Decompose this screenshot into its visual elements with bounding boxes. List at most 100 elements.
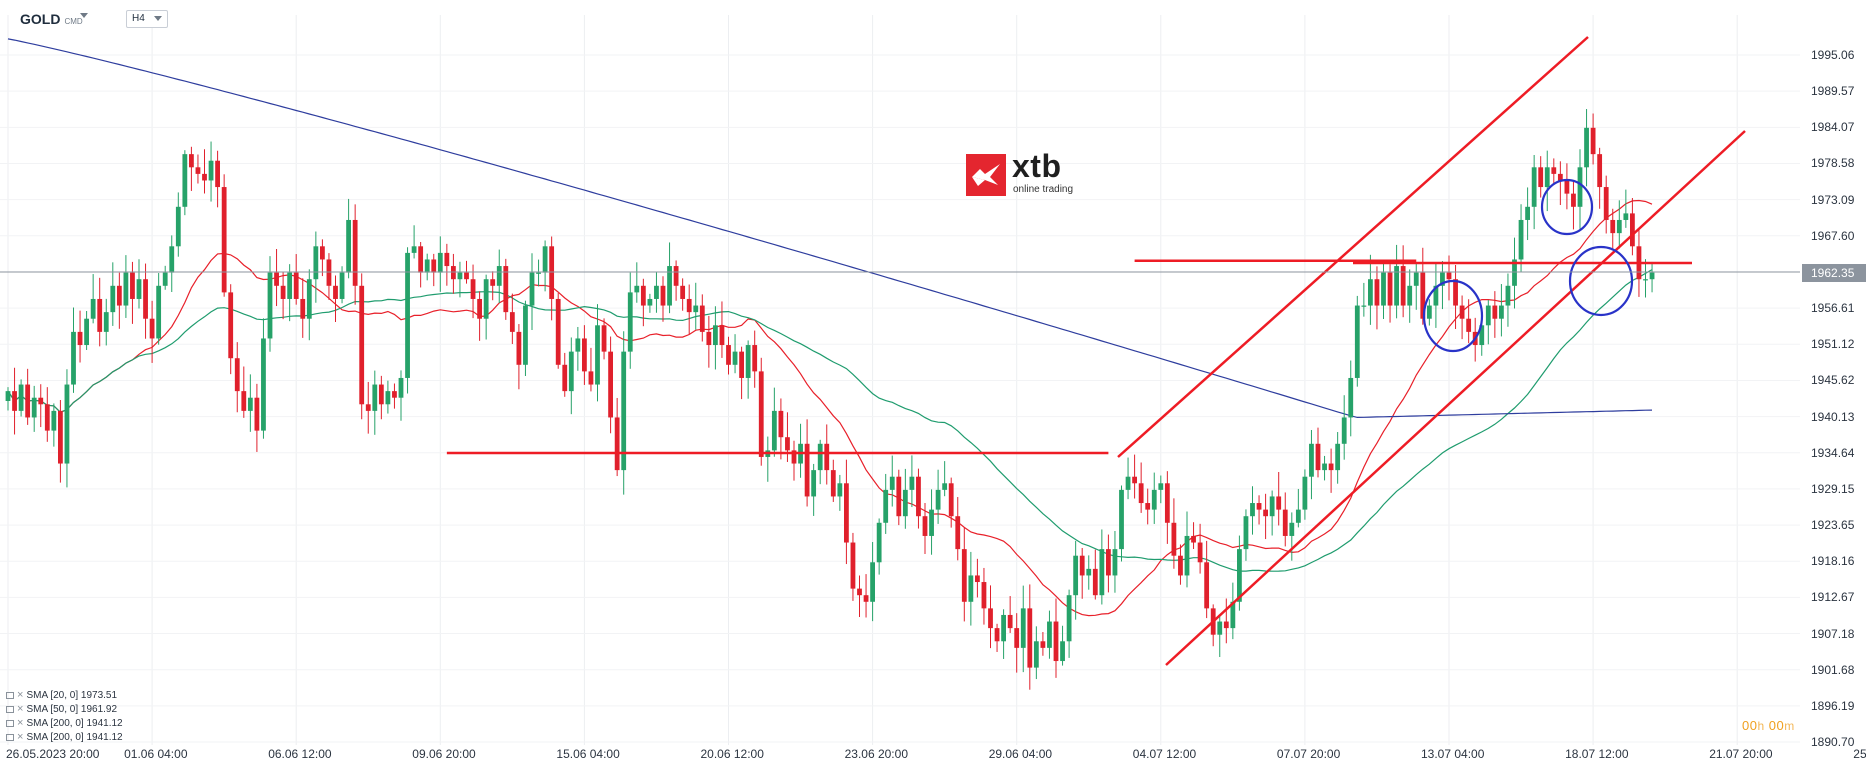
- close-icon[interactable]: ×: [17, 717, 24, 729]
- candle: [850, 532, 856, 601]
- candle-body: [817, 443, 823, 471]
- indicator-row-sma50[interactable]: × SMA [50, 0] 1961.92: [6, 702, 123, 716]
- candle-body: [1289, 522, 1295, 536]
- toolbar: GOLD CMD H4: [0, 0, 300, 36]
- candle: [280, 272, 286, 320]
- candle: [1158, 475, 1164, 504]
- candle: [378, 375, 384, 420]
- candle: [306, 269, 312, 341]
- candle: [752, 330, 758, 388]
- candle-body: [883, 489, 889, 523]
- candle-body: [1643, 279, 1648, 281]
- close-icon[interactable]: ×: [17, 689, 24, 701]
- settings-icon[interactable]: [6, 691, 14, 699]
- candle: [169, 235, 175, 292]
- candle-body: [346, 219, 351, 273]
- candle-body: [1197, 542, 1203, 563]
- timeframe-select[interactable]: H4: [126, 10, 168, 28]
- candle-body: [1505, 285, 1511, 306]
- candle: [1610, 208, 1616, 249]
- candle-body: [1361, 305, 1367, 307]
- candle: [1263, 493, 1268, 540]
- close-icon[interactable]: ×: [17, 731, 24, 743]
- highlight-circle: [1422, 279, 1484, 353]
- candle: [935, 469, 941, 524]
- candle: [418, 242, 424, 288]
- candle-body: [1237, 549, 1242, 602]
- indicator-label: SMA [20, 0] 1973.51: [26, 690, 118, 701]
- candle: [824, 424, 830, 485]
- candle: [123, 255, 129, 318]
- indicator-row-sma200[interactable]: × SMA [200, 0] 1941.12: [6, 716, 123, 730]
- candle-body: [758, 371, 764, 457]
- candle-body: [1053, 621, 1059, 662]
- candle: [1518, 204, 1524, 272]
- settings-icon[interactable]: [6, 705, 14, 713]
- candle: [1394, 244, 1399, 319]
- candle-body: [392, 391, 397, 398]
- price-tick-label: 1896.19: [1811, 698, 1855, 713]
- candle-body: [1557, 173, 1563, 181]
- candle-body: [1243, 516, 1249, 550]
- candle: [837, 474, 843, 511]
- candle-body: [902, 489, 908, 517]
- candle: [103, 298, 109, 346]
- candle-body: [595, 325, 600, 385]
- candle: [437, 236, 443, 292]
- candle: [228, 284, 234, 375]
- candle: [1603, 175, 1609, 234]
- candle-body: [1394, 266, 1399, 306]
- candle: [1145, 488, 1151, 525]
- candle-body: [719, 325, 725, 346]
- candle: [870, 542, 875, 622]
- candle: [1112, 530, 1118, 593]
- candle: [509, 293, 515, 345]
- candle: [320, 239, 325, 277]
- candle: [1178, 544, 1183, 585]
- price-tick-label: 1989.57: [1811, 84, 1855, 99]
- candle: [1210, 604, 1216, 647]
- symbol-name[interactable]: GOLD CMD: [20, 11, 83, 27]
- candle: [1184, 511, 1190, 588]
- candle-body: [208, 160, 214, 181]
- candle: [313, 231, 319, 303]
- candle-body: [1446, 272, 1452, 280]
- highlight-circle: [1568, 245, 1634, 317]
- candle: [785, 412, 790, 462]
- candle: [1014, 613, 1020, 673]
- candle: [1276, 471, 1282, 526]
- candle: [431, 253, 437, 287]
- settings-icon[interactable]: [6, 733, 14, 741]
- close-icon[interactable]: ×: [17, 703, 24, 715]
- candle: [97, 277, 103, 347]
- candle-body: [804, 443, 810, 497]
- candle: [1204, 540, 1210, 619]
- chevron-down-icon[interactable]: [80, 13, 88, 18]
- candle: [1073, 540, 1079, 620]
- candle-body: [1433, 285, 1439, 306]
- indicator-row-sma20[interactable]: × SMA [20, 0] 1973.51: [6, 688, 123, 702]
- candle-body: [339, 272, 345, 299]
- candle-body: [1178, 555, 1183, 576]
- candle-body: [542, 246, 548, 273]
- candle-body: [241, 391, 247, 411]
- time-tick-label: 26.05.2023 20:00: [6, 747, 100, 761]
- settings-icon[interactable]: [6, 719, 14, 727]
- symbol-suffix: CMD: [64, 17, 83, 26]
- indicator-row-sma200b[interactable]: × SMA [200, 0] 1941.12: [6, 730, 123, 744]
- candle: [536, 259, 541, 287]
- candle: [601, 318, 607, 360]
- sma-50-line: [7, 269, 1653, 572]
- candle-body: [77, 331, 83, 346]
- candle-body: [1564, 180, 1570, 194]
- candle: [1630, 197, 1635, 256]
- candle: [1119, 485, 1124, 562]
- candle-body: [182, 154, 188, 207]
- candle: [365, 381, 371, 434]
- candle-body: [1073, 555, 1079, 596]
- candle-body: [333, 285, 338, 299]
- candle-body: [732, 351, 738, 365]
- candle: [247, 374, 253, 432]
- candle: [1374, 266, 1380, 330]
